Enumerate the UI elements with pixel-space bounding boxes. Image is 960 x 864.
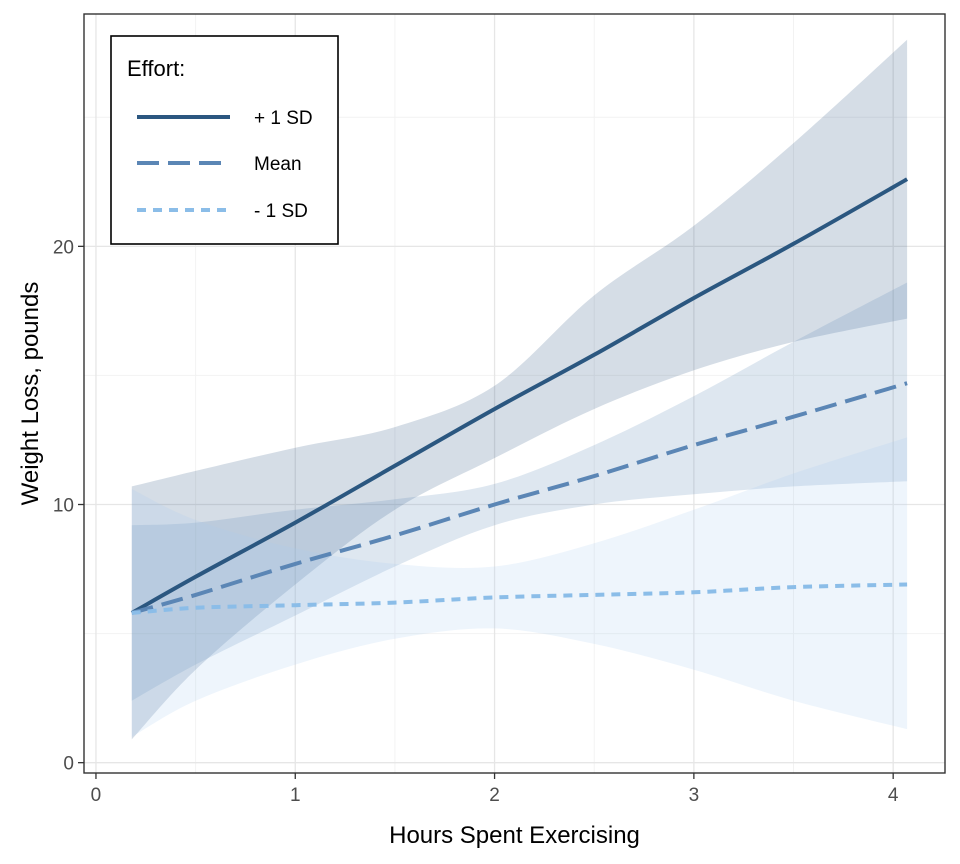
axes: 0 1 2 3 4 0 10 20 bbox=[53, 237, 899, 806]
legend-entry: + 1 SD bbox=[137, 108, 313, 129]
confidence-band-1 bbox=[131, 39, 908, 740]
series-lines bbox=[130, 177, 909, 615]
legend-label: + 1 SD bbox=[254, 108, 313, 129]
x-tick-label: 4 bbox=[888, 785, 899, 806]
series-line-1 bbox=[130, 177, 909, 615]
x-tick-label: 2 bbox=[489, 785, 500, 806]
legend-label: Mean bbox=[254, 154, 302, 175]
x-tick-label: 1 bbox=[290, 785, 301, 806]
y-tick-label: 0 bbox=[63, 754, 74, 775]
legend-label: - 1 SD bbox=[254, 201, 308, 222]
confidence-band-3 bbox=[131, 437, 908, 737]
x-tick-label: 3 bbox=[689, 785, 700, 806]
grid bbox=[84, 14, 945, 773]
legend-entries: + 1 SD Mean - 1 SD bbox=[137, 108, 313, 222]
x-tick-label: 0 bbox=[91, 785, 102, 806]
legend-entry: Mean bbox=[137, 154, 302, 175]
confidence-bands bbox=[131, 39, 908, 740]
series-line-2 bbox=[131, 381, 908, 615]
series-line-3 bbox=[131, 582, 908, 615]
y-axis-title: Weight Loss, pounds bbox=[17, 282, 44, 506]
legend-title: Effort: bbox=[127, 56, 185, 81]
legend-entry: - 1 SD bbox=[137, 201, 308, 222]
y-tick-label: 20 bbox=[53, 237, 74, 258]
panel-border bbox=[83, 13, 946, 774]
confidence-band-2 bbox=[131, 282, 908, 701]
y-tick-label: 10 bbox=[53, 496, 74, 517]
legend: Effort: + 1 SD Mean - 1 SD bbox=[110, 35, 339, 245]
x-axis-title: Hours Spent Exercising bbox=[389, 822, 640, 849]
